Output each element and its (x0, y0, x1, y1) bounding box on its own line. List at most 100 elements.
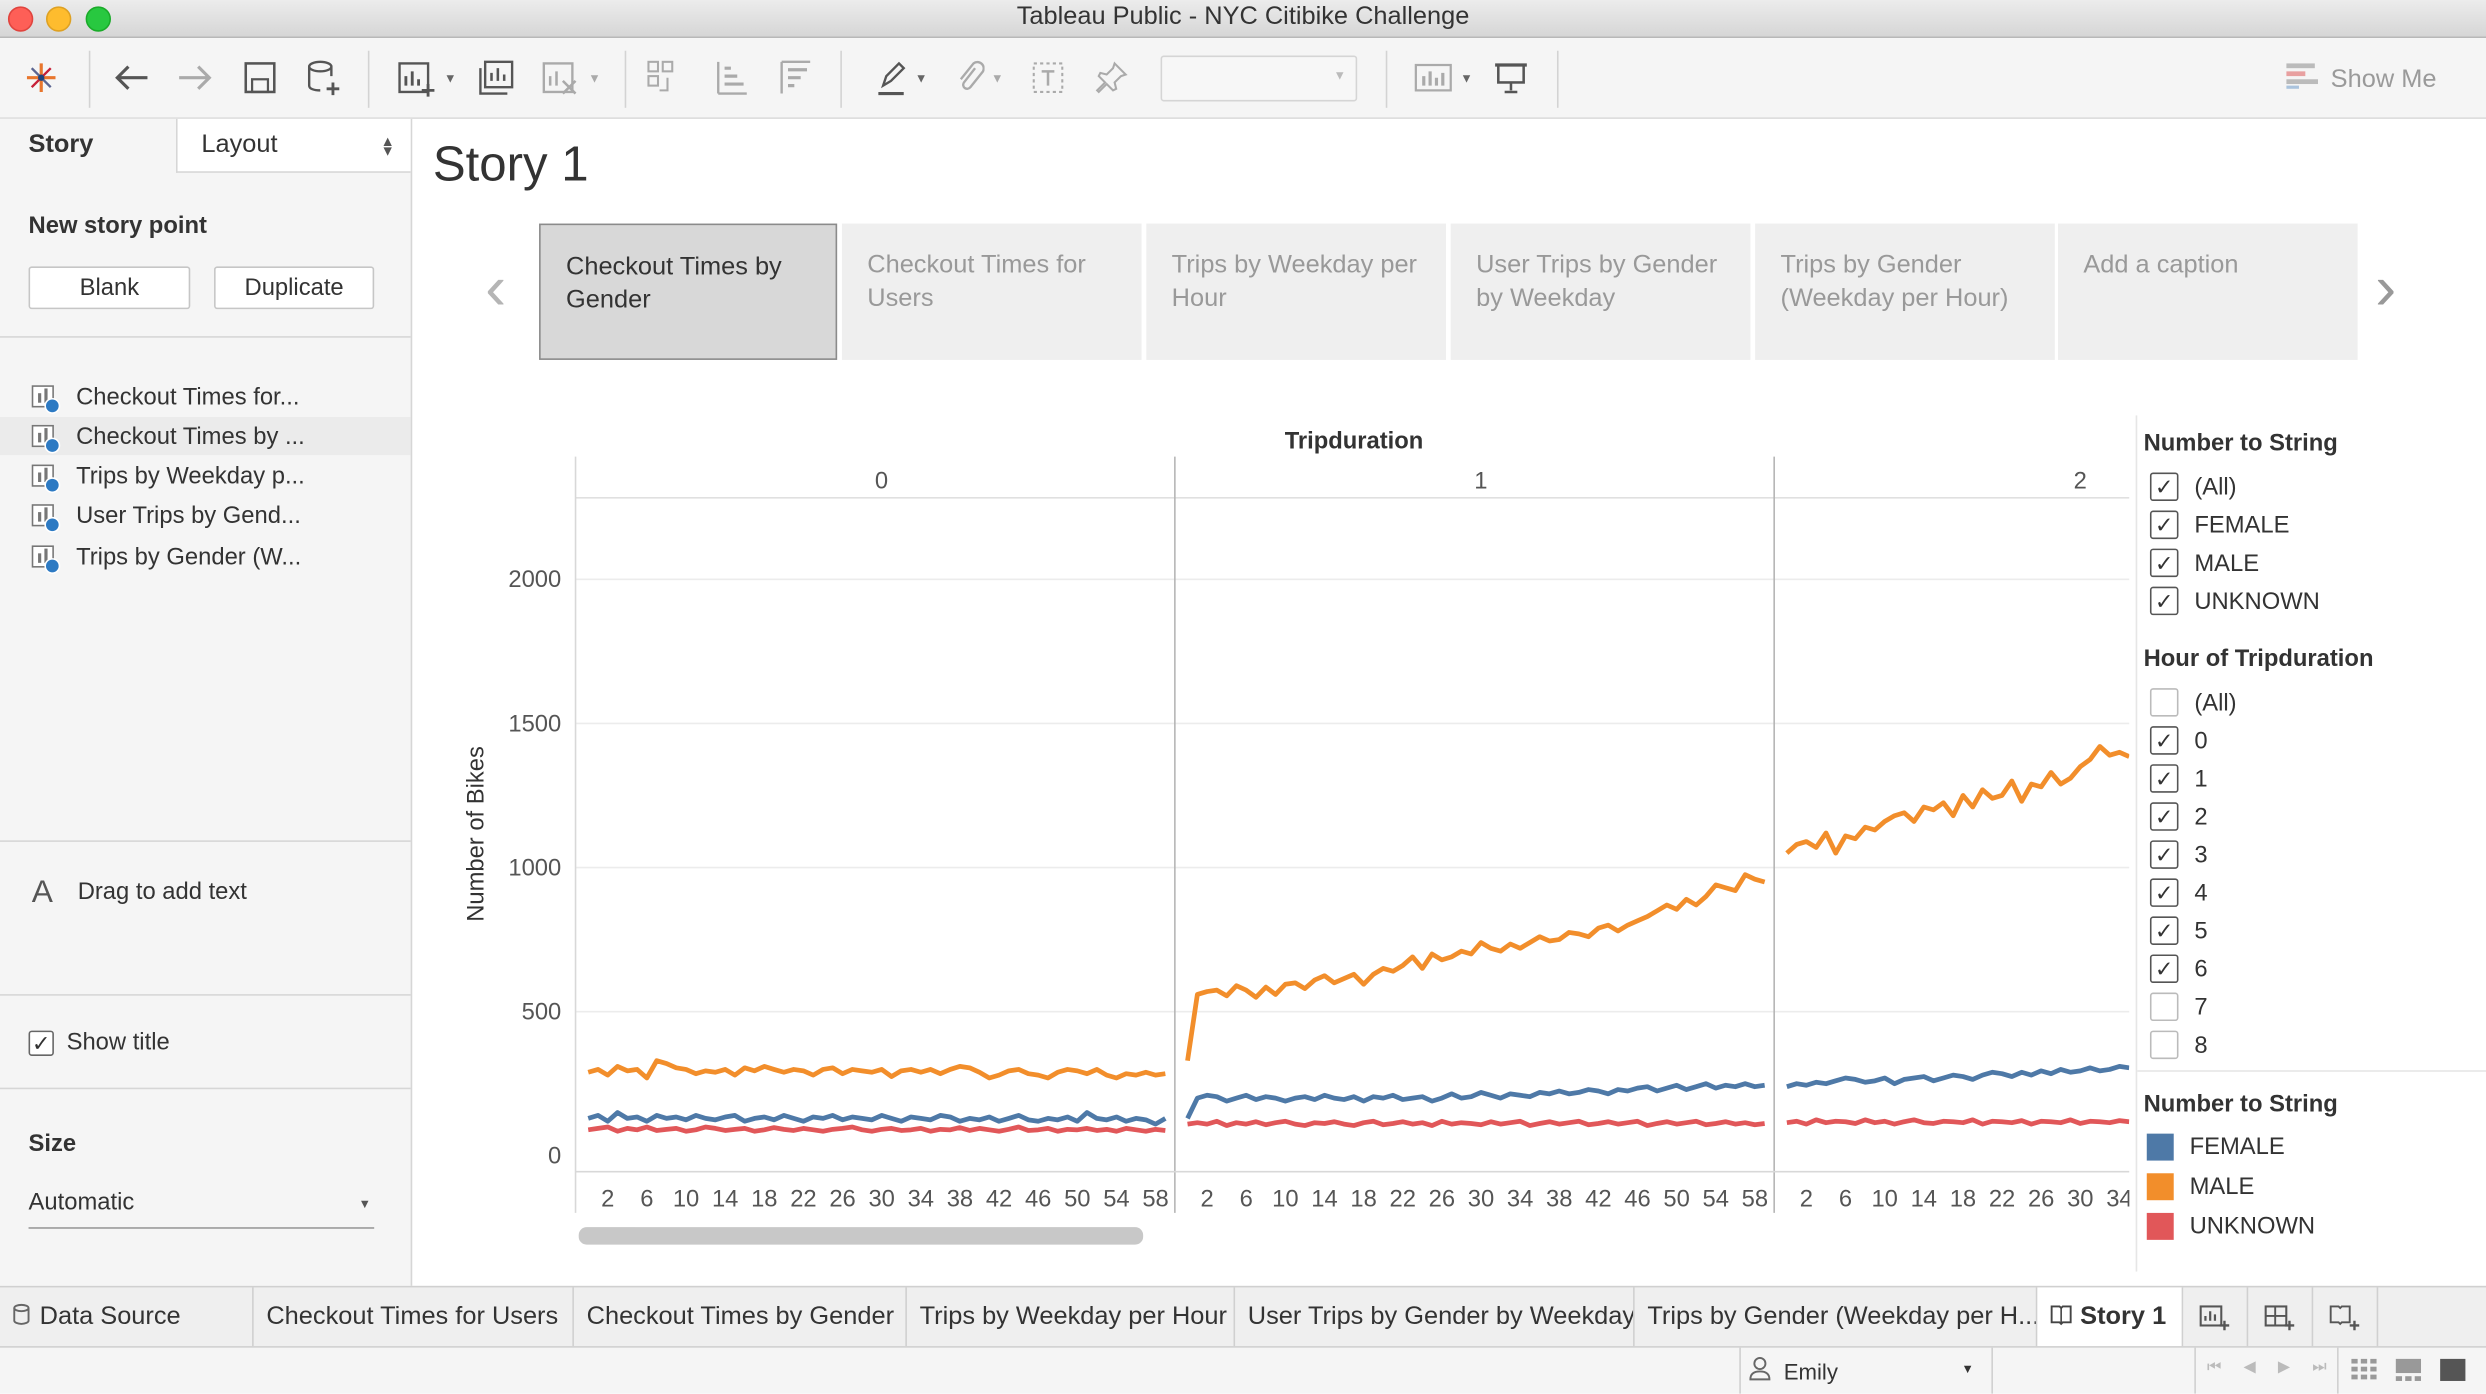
x-tick-label: 42 (986, 1186, 1012, 1213)
story-title[interactable]: Story 1 (432, 136, 589, 192)
tab-data-source[interactable]: Data Source (0, 1287, 254, 1348)
tab-checkout-times-gender[interactable]: Checkout Times by Gender (574, 1287, 907, 1348)
hour-filter-checkbox[interactable]: ✓ (2149, 878, 2179, 907)
hour-filter-checkbox[interactable]: ✓ (2149, 916, 2179, 945)
paperclip-icon[interactable]: ▼ (945, 54, 1012, 102)
gender-filter-checkbox[interactable]: ✓ (2149, 510, 2179, 540)
presentation-mode-icon[interactable] (1490, 54, 1531, 102)
hour-filter-item[interactable]: 8 (2149, 1027, 2208, 1062)
tab-checkout-times-users[interactable]: Checkout Times for Users (254, 1287, 574, 1348)
story-point-list-item[interactable]: User Trips by Gend... (0, 496, 411, 534)
gender-filter-checkbox[interactable]: ✓ (2149, 548, 2179, 578)
story-point-tile[interactable]: Add a caption (2057, 223, 2358, 360)
color-legend-item[interactable]: FEMALE (2146, 1129, 2285, 1164)
tab-trips-weekday-hour[interactable]: Trips by Weekday per Hour (907, 1287, 1236, 1348)
hour-filter-checkbox[interactable]: ✓ (2149, 840, 2179, 869)
hour-filter-item[interactable]: ✓ 1 (2149, 761, 2208, 796)
hour-filter-checkbox[interactable]: ✓ (2149, 802, 2179, 831)
show-me-button[interactable]: Show Me (2286, 62, 2436, 98)
hour-filter-item[interactable]: 7 (2149, 989, 2208, 1024)
tab-view-icon[interactable] (2440, 1358, 2466, 1389)
tab-layout-label: Layout (201, 131, 278, 159)
new-worksheet-icon[interactable]: ▼ (390, 54, 463, 102)
gender-filter-item[interactable]: ✓ (All) (2149, 469, 2237, 504)
hour-filter-item[interactable]: (All) (2149, 685, 2237, 720)
story-point-list-item[interactable]: Trips by Gender (W... (0, 537, 411, 575)
swap-rows-columns-icon[interactable] (644, 54, 685, 102)
hour-filter-item[interactable]: ✓ 0 (2149, 723, 2208, 758)
tab-layout[interactable]: Layout ▲ ▼ (175, 118, 411, 173)
hour-filter-checkbox[interactable]: ✓ (2149, 954, 2179, 984)
hour-filter-checkbox[interactable]: ✓ (2149, 726, 2179, 755)
gender-filter-checkbox[interactable]: ✓ (2149, 586, 2179, 616)
previous-story-point-arrow-icon[interactable]: ‹ (485, 253, 507, 324)
save-icon[interactable] (241, 54, 279, 102)
show-title-toggle[interactable]: ✓ Show title (28, 1029, 170, 1056)
tableau-logo-icon[interactable] (22, 54, 60, 102)
sort-descending-icon[interactable] (774, 54, 815, 102)
minimize-window-button[interactable] (45, 6, 72, 32)
previous-sheet-icon[interactable]: ◀ (2243, 1358, 2256, 1377)
text-box-icon[interactable] (1027, 54, 1068, 102)
next-story-point-arrow-icon[interactable]: › (2375, 253, 2397, 324)
filmstrip-view-icon[interactable] (2395, 1358, 2422, 1389)
story-point-list-item[interactable]: Checkout Times for... (0, 377, 411, 415)
duplicate-sheet-icon[interactable] (476, 54, 517, 102)
clear-sheet-icon[interactable]: ▼ (536, 54, 606, 102)
hour-filter-checkbox[interactable] (2149, 1030, 2179, 1060)
hour-filter-checkbox[interactable]: ✓ (2149, 764, 2179, 793)
gender-filter-checkbox[interactable]: ✓ (2149, 472, 2179, 502)
gender-filter-item[interactable]: ✓ FEMALE (2149, 507, 2289, 542)
story-point-tile[interactable]: Checkout Times for Users (841, 223, 1142, 360)
pin-icon[interactable] (1091, 54, 1132, 102)
last-sheet-icon[interactable]: ⏭ (2312, 1358, 2327, 1377)
user-menu[interactable]: Emily ▼ (1749, 1356, 1984, 1386)
duplicate-button[interactable]: Duplicate (214, 266, 375, 310)
redo-icon[interactable] (174, 54, 215, 102)
gender-filter-item[interactable]: ✓ UNKNOWN (2149, 583, 2320, 618)
gender-filter-label: UNKNOWN (2194, 587, 2320, 615)
hour-filter-item[interactable]: ✓ 2 (2149, 799, 2208, 834)
story-point-list-item[interactable]: Trips by Weekday p... (0, 457, 411, 495)
hour-filter-item[interactable]: ✓ 5 (2149, 913, 2208, 948)
size-dropdown[interactable]: Automatic ▼ (28, 1189, 375, 1229)
hour-filter-item[interactable]: ✓ 3 (2149, 837, 2208, 872)
color-swatch (2146, 1172, 2174, 1200)
tab-trips-gender-weekday-hour[interactable]: Trips by Gender (Weekday per H... (1635, 1287, 2038, 1348)
story-point-tile[interactable]: Trips by Weekday per Hour (1146, 223, 1446, 360)
tab-story-1[interactable]: Story 1 (2037, 1287, 2184, 1348)
new-data-source-icon[interactable] (301, 54, 345, 102)
show-title-checkbox[interactable]: ✓ (28, 1029, 54, 1056)
story-point-tile[interactable]: User Trips by Gender by Weekday (1450, 223, 1751, 360)
highlight-pen-icon[interactable]: ▼ (869, 54, 932, 102)
fit-dropdown[interactable]: ▼ (1160, 55, 1358, 102)
tab-story[interactable]: Story (0, 118, 176, 173)
zoom-window-button[interactable] (85, 6, 111, 32)
hour-filter-checkbox[interactable] (2149, 992, 2179, 1022)
close-window-button[interactable] (7, 6, 34, 32)
sort-ascending-icon[interactable] (710, 54, 751, 102)
new-dashboard-tab-icon[interactable] (2248, 1287, 2314, 1348)
blank-button[interactable]: Blank (28, 266, 191, 310)
gender-filter-item[interactable]: ✓ MALE (2149, 545, 2259, 580)
new-worksheet-tab-icon[interactable] (2183, 1287, 2249, 1348)
story-point-tile[interactable]: Checkout Times by Gender (539, 223, 838, 360)
next-sheet-icon[interactable]: ▶ (2277, 1358, 2291, 1377)
color-legend-item[interactable]: UNKNOWN (2146, 1208, 2315, 1243)
show-labels-icon[interactable]: ▼ (1408, 54, 1478, 102)
hour-filter-checkbox[interactable] (2149, 688, 2179, 717)
story-point-tile[interactable]: Trips by Gender (Weekday per Hour) (1755, 223, 2055, 360)
hour-filter-item[interactable]: ✓ 4 (2149, 875, 2208, 910)
tab-user-trips-gender-weekday[interactable]: User Trips by Gender by Weekday (1235, 1287, 1635, 1348)
story-point-list-item-selected[interactable]: Checkout Times by ... (0, 416, 411, 456)
grid-view-icon[interactable] (2351, 1358, 2377, 1389)
color-legend-item[interactable]: MALE (2146, 1169, 2254, 1204)
x-tick-label: 2 (601, 1186, 614, 1213)
drag-to-add-text-label[interactable]: Drag to add text (77, 878, 247, 906)
hour-filter-item[interactable]: ✓ 6 (2149, 951, 2208, 986)
first-sheet-icon[interactable]: ⏮ (2207, 1358, 2222, 1377)
line-chart[interactable]: Tripduration 0 500 1000 1500 2000 Number of Bi… (444, 415, 2133, 1255)
text-object-icon[interactable]: A (31, 875, 53, 911)
new-story-tab-icon[interactable] (2313, 1287, 2379, 1348)
undo-icon[interactable] (111, 54, 152, 102)
